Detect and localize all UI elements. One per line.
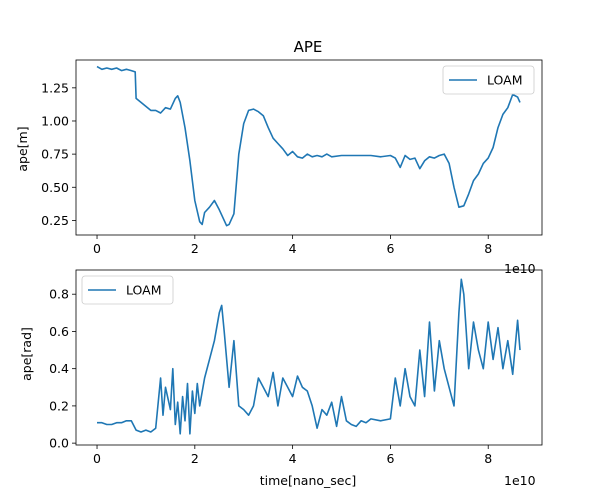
top-y-tick-label: 0.75 bbox=[41, 147, 69, 162]
bottom-y-tick-label: 0.8 bbox=[49, 287, 69, 302]
bottom-y-tick-label: 0.6 bbox=[49, 324, 69, 339]
top-chart-title: APE bbox=[294, 38, 323, 56]
top-subplot: APE ape[m] 0 2 4 6 8 0.25 0.50 0.75 1.00 1.25 1e1… bbox=[15, 38, 543, 276]
bottom-y-axis-label: ape[rad] bbox=[19, 327, 34, 381]
bottom-x-tick-label: 8 bbox=[484, 451, 492, 466]
bottom-y-tick-label: 0.2 bbox=[49, 398, 69, 413]
bottom-subplot: ape[rad] time[nano_sec] 0 2 4 6 8 0.0 0.2 0.4 0.… bbox=[19, 269, 543, 488]
bottom-y-tick-label: 0.0 bbox=[49, 436, 69, 451]
top-y-tick-label: 1.00 bbox=[41, 113, 69, 128]
top-x-tick-label: 0 bbox=[93, 241, 101, 256]
top-legend: LOAM bbox=[442, 65, 535, 95]
top-x-tick-label: 8 bbox=[484, 241, 492, 256]
top-y-tick-label: 0.50 bbox=[41, 180, 69, 195]
top-y-axis-label: ape[m] bbox=[15, 126, 30, 171]
bottom-x-tick-label: 2 bbox=[191, 451, 199, 466]
bottom-x-offset-label: 1e10 bbox=[504, 473, 536, 488]
bottom-y-tick-label: 0.4 bbox=[49, 361, 69, 376]
bottom-plot-frame bbox=[75, 269, 543, 446]
bottom-legend: LOAM bbox=[81, 275, 174, 305]
bottom-x-tick-label: 4 bbox=[289, 451, 297, 466]
bottom-legend-box bbox=[81, 275, 174, 305]
top-y-tick-label: 1.25 bbox=[41, 80, 69, 95]
top-legend-box bbox=[442, 65, 535, 95]
top-x-tick-label: 2 bbox=[191, 241, 199, 256]
bottom-legend-label: LOAM bbox=[126, 283, 161, 298]
top-x-tick-label: 6 bbox=[386, 241, 394, 256]
bottom-x-axis-label: time[nano_sec] bbox=[260, 473, 356, 488]
top-x-tick-label: 4 bbox=[289, 241, 297, 256]
top-x-offset-label: 1e10 bbox=[504, 261, 536, 276]
bottom-x-tick-label: 0 bbox=[93, 451, 101, 466]
top-legend-label: LOAM bbox=[487, 73, 522, 88]
bottom-x-tick-label: 6 bbox=[386, 451, 394, 466]
top-y-tick-label: 0.25 bbox=[41, 213, 69, 228]
top-plot-frame bbox=[75, 59, 543, 236]
top-series-line bbox=[96, 65, 521, 227]
bottom-series-line bbox=[97, 278, 521, 435]
